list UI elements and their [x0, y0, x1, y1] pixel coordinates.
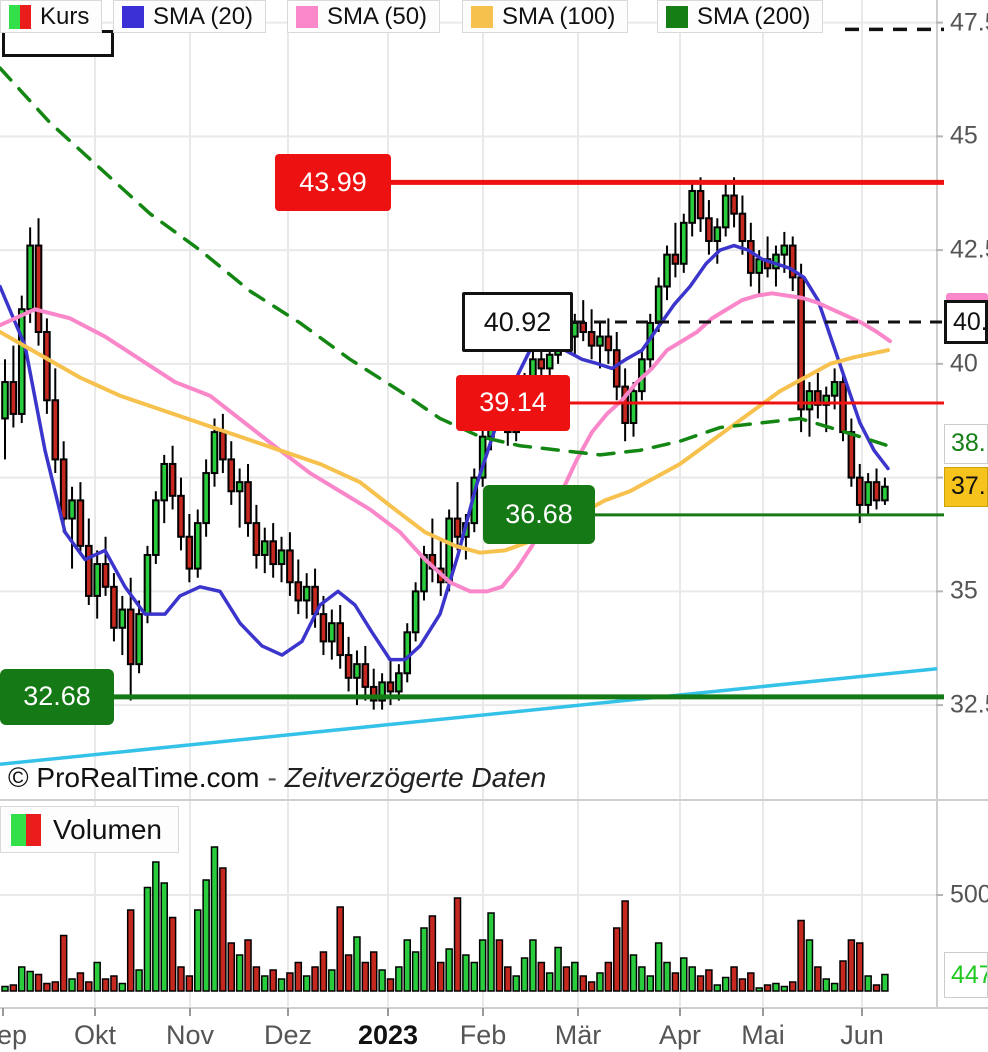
- price-axis-label-40-92: 40.92: [944, 300, 988, 344]
- month-label-jun: Jun: [840, 1020, 884, 1050]
- price-axis-label-38-24: 38.24: [944, 423, 988, 464]
- sma100-swatch-icon: [471, 5, 493, 28]
- sma200-swatch-icon: [666, 5, 688, 28]
- price-level-badge-43-99[interactable]: 43.99: [275, 153, 391, 211]
- candle-swatch-icon: [9, 4, 31, 29]
- legend-volumen[interactable]: Volumen: [0, 806, 179, 853]
- price-level-badge-32-68[interactable]: 32.68: [0, 668, 114, 725]
- legend-label: SMA (100): [502, 2, 616, 30]
- month-label-nov: Nov: [165, 1020, 215, 1050]
- month-label-sep: Sep: [0, 1020, 28, 1050]
- legend-label: Kurs: [40, 2, 90, 30]
- legend-sma50[interactable]: SMA (50): [287, 0, 441, 33]
- price-level-badge-36-68[interactable]: 36.68: [483, 485, 595, 545]
- price-axis-label-35: 35: [950, 576, 978, 605]
- price-level-badge-39-14[interactable]: 39.14: [456, 374, 570, 431]
- sma50-swatch-icon: [296, 5, 318, 28]
- legend-sma100[interactable]: SMA (100): [462, 0, 629, 33]
- legend-sma200[interactable]: SMA (200): [657, 0, 824, 33]
- price-axis-label-42-5: 42.5: [950, 235, 988, 264]
- month-label-apr: Apr: [658, 1020, 702, 1050]
- legend-label: SMA (50): [327, 2, 428, 30]
- legend-label: SMA (20): [153, 2, 254, 30]
- legend-sma20[interactable]: SMA (20): [113, 0, 267, 33]
- price-axis-label-32-5: 32.5: [950, 690, 988, 719]
- legend-label: SMA (200): [697, 2, 811, 30]
- clipped-price-box: [2, 30, 114, 57]
- price-axis-label-45: 45: [950, 121, 978, 150]
- current-volume-badge: 447K: [944, 952, 988, 998]
- month-label-mär: Mär: [554, 1020, 602, 1050]
- volume-swatch-icon: [11, 813, 41, 846]
- price-axis-label-47-5: 47.5: [950, 8, 988, 37]
- month-label-mai: Mai: [741, 1020, 785, 1050]
- price-level-badge-40-92[interactable]: 40.92: [462, 292, 573, 352]
- copyright-text: © ProRealTime.com: [8, 762, 260, 793]
- month-label-2023: 2023: [357, 1020, 419, 1050]
- legend-label: Volumen: [53, 813, 162, 845]
- legend-kurs[interactable]: Kurs: [0, 0, 103, 33]
- volume-axis-label: 500K: [950, 880, 988, 909]
- price-axis-label-37-30: 37.30: [944, 466, 988, 507]
- delayed-data-note: Zeitverzögerte Daten: [284, 762, 547, 793]
- watermark: © ProRealTime.com - Zeitverzögerte Daten: [8, 762, 546, 794]
- month-label-dez: Dez: [263, 1020, 313, 1050]
- month-label-okt: Okt: [73, 1020, 117, 1050]
- separator: -: [267, 762, 277, 793]
- sma20-swatch-icon: [122, 5, 144, 28]
- month-label-feb: Feb: [459, 1020, 507, 1050]
- price-axis-label-40: 40: [950, 349, 978, 378]
